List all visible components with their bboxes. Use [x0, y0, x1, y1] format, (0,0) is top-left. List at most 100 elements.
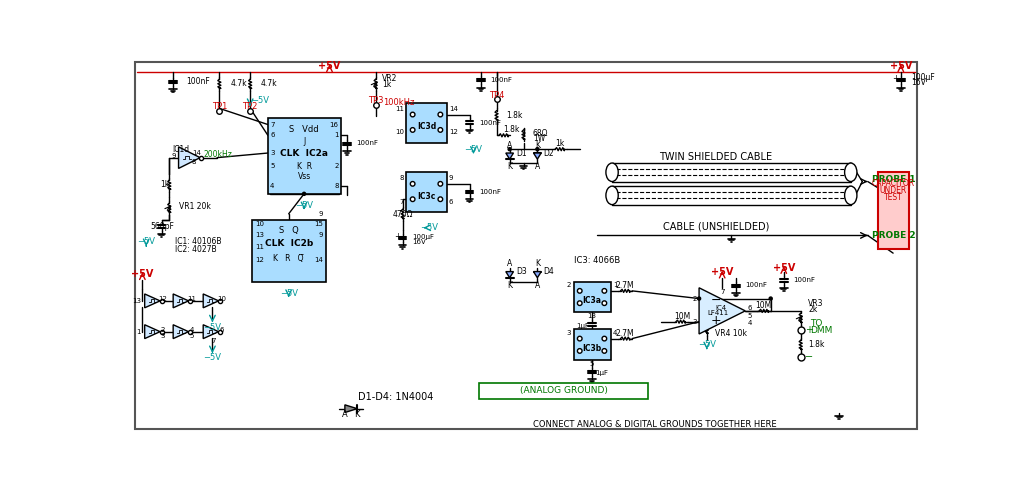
Text: 6: 6: [270, 132, 275, 139]
Text: 8: 8: [192, 159, 196, 165]
Text: VR2: VR2: [382, 74, 397, 83]
Text: −5V: −5V: [295, 201, 313, 210]
Circle shape: [698, 297, 701, 300]
Text: K: K: [354, 410, 360, 419]
Text: +5V: +5V: [131, 269, 154, 279]
Text: 11: 11: [254, 244, 264, 250]
Text: 14: 14: [193, 150, 201, 156]
Text: 14: 14: [314, 257, 323, 263]
Text: J: J: [303, 137, 305, 146]
Bar: [406, 172, 446, 212]
Text: K: K: [507, 162, 512, 172]
Text: 1W: 1W: [532, 134, 545, 143]
Text: 5: 5: [270, 163, 275, 169]
Polygon shape: [203, 294, 219, 308]
Circle shape: [578, 289, 582, 293]
Text: 2: 2: [567, 282, 571, 289]
Text: IC2: 4027B: IC2: 4027B: [175, 245, 218, 254]
Text: 13: 13: [588, 313, 596, 319]
Text: −5V: −5V: [698, 340, 716, 349]
Text: 1: 1: [613, 282, 618, 289]
Text: 2: 2: [334, 163, 339, 169]
Text: 100nF: 100nF: [479, 120, 501, 126]
Text: 3: 3: [566, 330, 571, 336]
Text: IC3d: IC3d: [417, 122, 436, 131]
Text: 100nF: 100nF: [187, 77, 210, 86]
Text: IC1d: IC1d: [172, 145, 190, 155]
Text: CLK  IC2a: CLK IC2a: [280, 149, 328, 157]
Text: +5V: +5V: [773, 263, 795, 273]
Text: 16V: 16V: [911, 78, 925, 87]
Text: 1μF: 1μF: [595, 370, 607, 376]
Text: 3: 3: [693, 319, 697, 325]
Text: +: +: [892, 74, 899, 83]
Text: 7: 7: [270, 122, 275, 127]
Polygon shape: [345, 405, 357, 413]
Text: Vss: Vss: [298, 173, 311, 181]
Circle shape: [578, 336, 582, 341]
Text: A: A: [535, 281, 540, 290]
Circle shape: [602, 301, 606, 306]
Text: 7: 7: [211, 338, 216, 344]
Polygon shape: [534, 272, 542, 278]
Text: VR4 10k: VR4 10k: [715, 329, 747, 338]
Text: 4.7k: 4.7k: [231, 79, 247, 88]
Ellipse shape: [606, 186, 619, 205]
Text: 100nF: 100nF: [490, 77, 512, 83]
Text: CABLE (UNSHIELDED): CABLE (UNSHIELDED): [663, 221, 770, 231]
Text: D3: D3: [516, 267, 526, 276]
Text: A: A: [535, 162, 540, 172]
Text: +: +: [394, 232, 401, 241]
Bar: [406, 103, 446, 143]
Text: 68Ω: 68Ω: [532, 129, 548, 139]
Bar: [268, 119, 341, 194]
Text: S   Q: S Q: [279, 226, 299, 235]
Polygon shape: [534, 153, 542, 159]
Ellipse shape: [844, 186, 857, 205]
Polygon shape: [173, 325, 189, 339]
Circle shape: [410, 112, 415, 117]
Text: +: +: [804, 325, 813, 335]
Text: 9: 9: [319, 232, 323, 238]
Text: 5: 5: [748, 312, 752, 318]
Text: −: −: [711, 294, 721, 307]
Text: 470Ω: 470Ω: [393, 210, 413, 219]
Text: 1k: 1k: [382, 80, 391, 89]
Text: 100μF: 100μF: [911, 73, 935, 82]
Bar: [479, 383, 648, 399]
Text: 16: 16: [329, 122, 339, 127]
Text: 12: 12: [159, 296, 167, 302]
Text: 6: 6: [448, 199, 453, 205]
Text: 4: 4: [270, 183, 275, 189]
Text: 15: 15: [314, 221, 323, 227]
Text: CLK  IC2b: CLK IC2b: [265, 239, 313, 248]
Text: 1μF: 1μF: [577, 323, 589, 329]
Text: IC3a: IC3a: [583, 296, 601, 305]
Text: 13: 13: [131, 298, 141, 304]
Text: 10: 10: [395, 129, 404, 135]
Text: D1-D4: 1N4004: D1-D4: 1N4004: [358, 392, 433, 402]
Text: 560pF: 560pF: [151, 223, 174, 231]
Text: 9: 9: [448, 175, 453, 181]
Text: K: K: [535, 260, 540, 268]
Text: D4: D4: [544, 267, 554, 276]
Polygon shape: [145, 294, 160, 308]
Text: 8: 8: [400, 175, 404, 181]
Text: 1k: 1k: [160, 180, 169, 189]
Circle shape: [578, 348, 582, 353]
Text: 2: 2: [693, 295, 697, 301]
Text: 4.7k: 4.7k: [261, 79, 277, 88]
Text: 100nF: 100nF: [356, 140, 379, 146]
Text: 2.7M: 2.7M: [616, 329, 634, 338]
Text: PROBE 1: PROBE 1: [872, 175, 916, 185]
Text: 11: 11: [187, 296, 196, 302]
Circle shape: [508, 148, 511, 151]
Text: 3: 3: [270, 150, 275, 156]
Text: −5V: −5V: [203, 323, 222, 331]
Text: 6: 6: [220, 327, 224, 333]
Text: TP4: TP4: [488, 91, 504, 100]
Text: VR3: VR3: [808, 299, 824, 308]
Text: 100kHz: 100kHz: [384, 99, 415, 107]
Circle shape: [770, 297, 773, 300]
Circle shape: [410, 128, 415, 132]
